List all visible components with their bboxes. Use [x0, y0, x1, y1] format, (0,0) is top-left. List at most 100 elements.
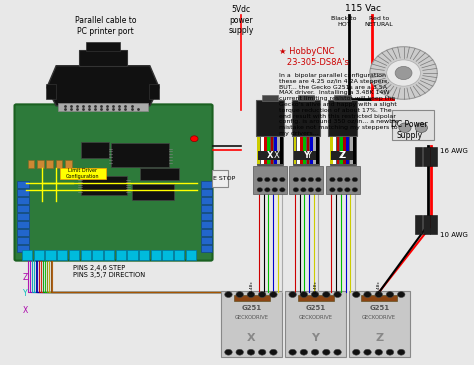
FancyBboxPatch shape [293, 137, 319, 165]
FancyBboxPatch shape [313, 137, 316, 164]
Text: G251: G251 [241, 306, 262, 311]
FancyBboxPatch shape [46, 250, 56, 260]
FancyBboxPatch shape [18, 205, 28, 212]
FancyBboxPatch shape [201, 181, 212, 188]
Circle shape [308, 188, 314, 192]
Text: X: X [273, 151, 279, 160]
FancyBboxPatch shape [253, 166, 287, 194]
Text: Black to
HOT: Black to HOT [331, 16, 357, 27]
Circle shape [258, 292, 266, 297]
FancyBboxPatch shape [297, 137, 300, 164]
FancyBboxPatch shape [349, 291, 410, 357]
FancyBboxPatch shape [163, 250, 173, 260]
Circle shape [352, 177, 358, 182]
FancyBboxPatch shape [267, 137, 270, 164]
FancyBboxPatch shape [58, 103, 148, 111]
Circle shape [352, 188, 358, 192]
FancyBboxPatch shape [415, 215, 422, 234]
Text: E STOP: E STOP [213, 176, 235, 181]
FancyBboxPatch shape [261, 137, 264, 164]
Circle shape [308, 177, 314, 182]
FancyBboxPatch shape [293, 137, 296, 164]
Text: GECKODRIVE: GECKODRIVE [362, 315, 396, 320]
FancyBboxPatch shape [329, 137, 356, 165]
FancyBboxPatch shape [303, 137, 306, 164]
FancyBboxPatch shape [34, 250, 44, 260]
FancyBboxPatch shape [18, 245, 28, 252]
Circle shape [289, 292, 296, 297]
Text: Parallel cable to
PC printer port: Parallel cable to PC printer port [74, 16, 136, 36]
FancyBboxPatch shape [201, 229, 212, 236]
FancyBboxPatch shape [27, 160, 34, 168]
FancyBboxPatch shape [392, 110, 435, 140]
FancyBboxPatch shape [258, 151, 281, 160]
Circle shape [293, 177, 299, 182]
FancyBboxPatch shape [18, 189, 28, 196]
FancyBboxPatch shape [18, 197, 28, 204]
Circle shape [257, 177, 263, 182]
Text: G251: G251 [305, 306, 326, 311]
FancyBboxPatch shape [111, 143, 170, 167]
FancyBboxPatch shape [211, 170, 228, 187]
Text: ★ HobbyCNC
   23-305-DS8A's: ★ HobbyCNC 23-305-DS8A's [279, 47, 348, 67]
FancyBboxPatch shape [201, 245, 212, 252]
FancyBboxPatch shape [46, 160, 53, 168]
Circle shape [257, 188, 263, 192]
Circle shape [398, 292, 405, 297]
FancyBboxPatch shape [56, 160, 62, 168]
FancyBboxPatch shape [174, 250, 184, 260]
Text: X: X [267, 151, 273, 160]
FancyBboxPatch shape [221, 291, 283, 357]
FancyBboxPatch shape [201, 237, 212, 244]
Circle shape [311, 292, 319, 297]
Circle shape [316, 188, 321, 192]
Circle shape [375, 292, 383, 297]
FancyBboxPatch shape [292, 100, 320, 136]
Circle shape [323, 292, 330, 297]
Circle shape [264, 177, 270, 182]
Text: Y: Y [303, 151, 309, 160]
Text: Red to
NETURAL: Red to NETURAL [365, 16, 393, 27]
FancyBboxPatch shape [18, 213, 28, 220]
FancyBboxPatch shape [350, 137, 353, 164]
FancyBboxPatch shape [46, 84, 56, 99]
FancyBboxPatch shape [430, 147, 438, 166]
Circle shape [386, 349, 394, 355]
FancyBboxPatch shape [201, 221, 212, 228]
FancyBboxPatch shape [201, 205, 212, 212]
Circle shape [337, 177, 343, 182]
FancyBboxPatch shape [333, 137, 336, 164]
FancyBboxPatch shape [317, 137, 319, 164]
Text: X: X [247, 333, 255, 343]
FancyBboxPatch shape [18, 221, 28, 228]
Circle shape [301, 177, 306, 182]
Circle shape [364, 349, 371, 355]
Text: Z: Z [339, 151, 345, 160]
Text: GECKODRIVE: GECKODRIVE [299, 315, 333, 320]
Circle shape [370, 47, 438, 99]
Text: G-48c: G-48c [249, 280, 254, 293]
Circle shape [334, 292, 341, 297]
FancyBboxPatch shape [430, 215, 438, 234]
Circle shape [236, 292, 244, 297]
Circle shape [323, 349, 330, 355]
FancyBboxPatch shape [285, 291, 346, 357]
FancyBboxPatch shape [257, 137, 283, 165]
Circle shape [345, 188, 350, 192]
Text: Y: Y [307, 151, 311, 160]
FancyBboxPatch shape [116, 250, 126, 260]
FancyBboxPatch shape [423, 215, 430, 234]
FancyBboxPatch shape [330, 137, 333, 164]
Text: Z: Z [23, 273, 28, 282]
FancyBboxPatch shape [257, 137, 260, 164]
Circle shape [386, 292, 394, 297]
Circle shape [337, 188, 343, 192]
Circle shape [272, 177, 278, 182]
Circle shape [364, 292, 371, 297]
FancyBboxPatch shape [18, 229, 28, 236]
FancyBboxPatch shape [149, 84, 159, 99]
Circle shape [395, 66, 412, 80]
Circle shape [398, 349, 405, 355]
Circle shape [293, 188, 299, 192]
Circle shape [353, 292, 360, 297]
